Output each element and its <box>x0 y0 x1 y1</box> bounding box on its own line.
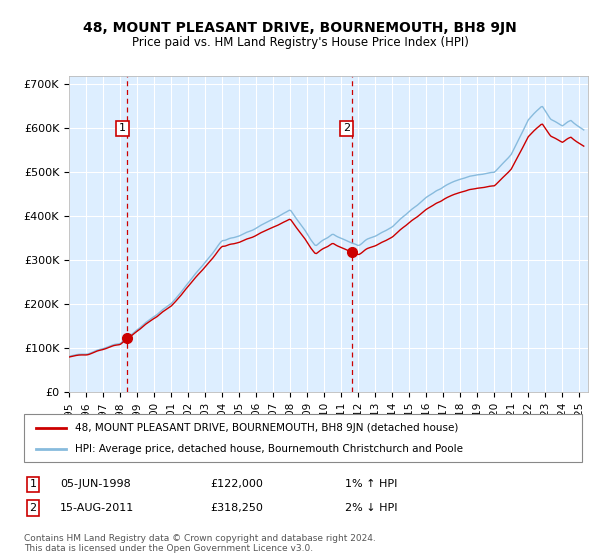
Text: 48, MOUNT PLEASANT DRIVE, BOURNEMOUTH, BH8 9JN: 48, MOUNT PLEASANT DRIVE, BOURNEMOUTH, B… <box>83 21 517 35</box>
Text: 2: 2 <box>29 503 37 513</box>
Text: Contains HM Land Registry data © Crown copyright and database right 2024.
This d: Contains HM Land Registry data © Crown c… <box>24 534 376 553</box>
Text: Price paid vs. HM Land Registry's House Price Index (HPI): Price paid vs. HM Land Registry's House … <box>131 36 469 49</box>
Text: 2: 2 <box>343 123 350 133</box>
Text: £122,000: £122,000 <box>210 479 263 489</box>
Text: 15-AUG-2011: 15-AUG-2011 <box>60 503 134 513</box>
Text: 05-JUN-1998: 05-JUN-1998 <box>60 479 131 489</box>
Text: 1: 1 <box>119 123 126 133</box>
Text: 1% ↑ HPI: 1% ↑ HPI <box>345 479 397 489</box>
Text: 1: 1 <box>29 479 37 489</box>
Text: 48, MOUNT PLEASANT DRIVE, BOURNEMOUTH, BH8 9JN (detached house): 48, MOUNT PLEASANT DRIVE, BOURNEMOUTH, B… <box>75 423 458 433</box>
Text: HPI: Average price, detached house, Bournemouth Christchurch and Poole: HPI: Average price, detached house, Bour… <box>75 444 463 454</box>
Text: 2% ↓ HPI: 2% ↓ HPI <box>345 503 398 513</box>
Text: £318,250: £318,250 <box>210 503 263 513</box>
